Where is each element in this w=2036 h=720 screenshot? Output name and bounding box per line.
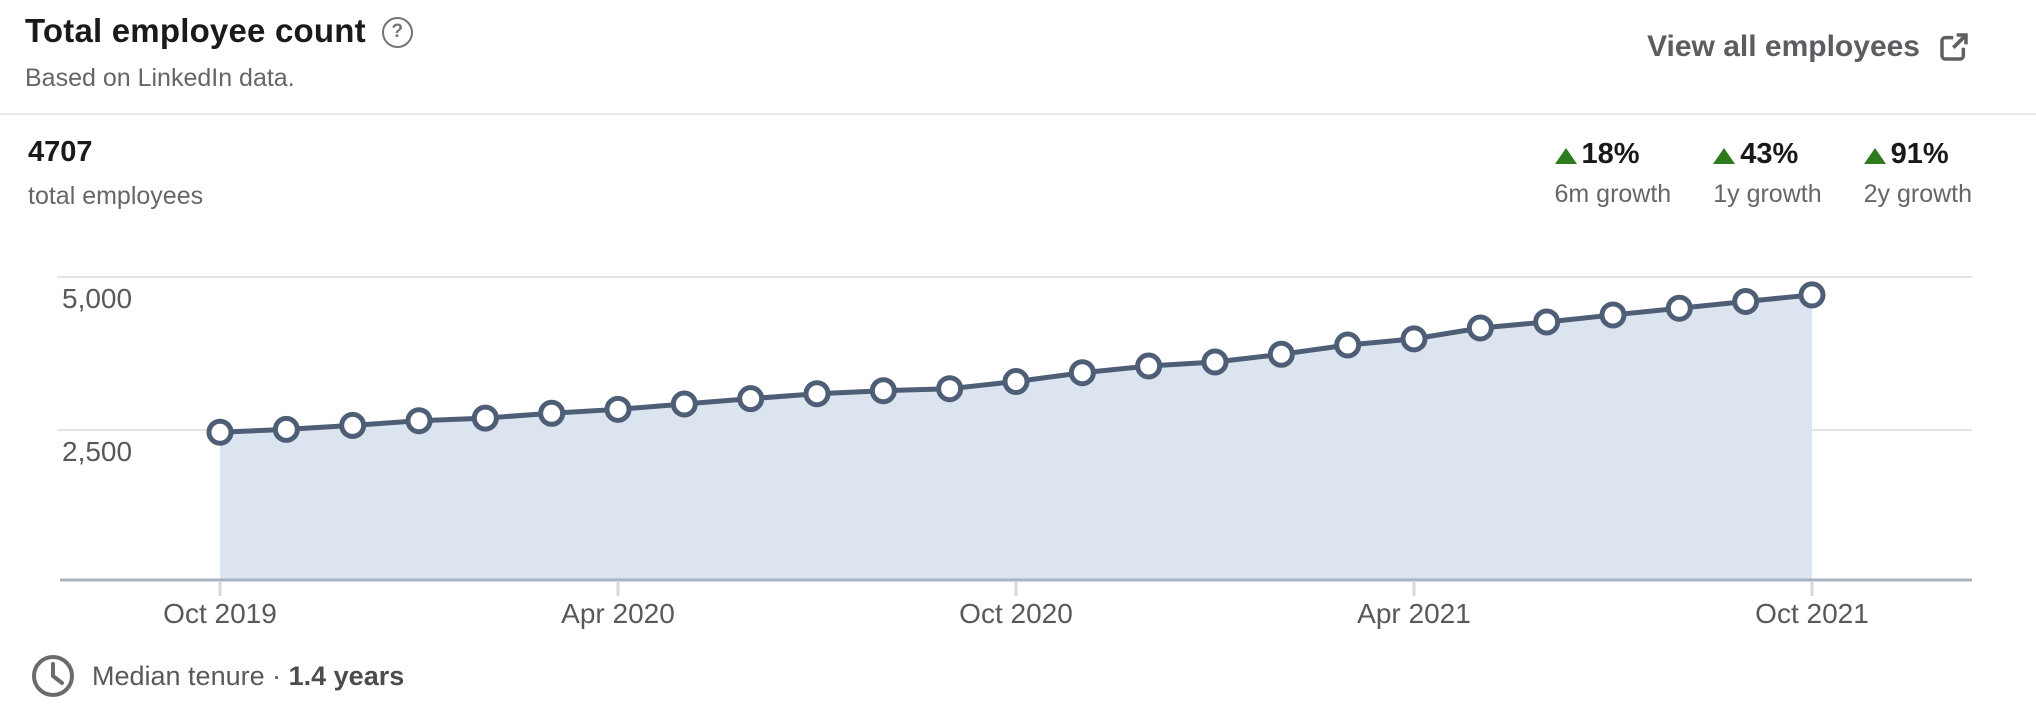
total-employee-value: 4707 xyxy=(28,136,93,168)
data-point-marker[interactable] xyxy=(1533,308,1561,336)
growth-pct: 43% xyxy=(1713,138,1798,171)
up-arrow-icon xyxy=(1713,147,1736,164)
help-icon[interactable]: ? xyxy=(381,16,413,48)
x-axis-label: Oct 2021 xyxy=(1755,598,1869,629)
data-point-marker[interactable] xyxy=(1135,352,1163,380)
growth-stat-1y: 43% 1y growth xyxy=(1713,138,1822,209)
x-axis-label: Apr 2021 xyxy=(1357,598,1471,629)
total-employee-label: total employees xyxy=(28,182,204,210)
data-point-marker[interactable] xyxy=(869,377,897,405)
page-title: Total employee count xyxy=(25,12,366,49)
growth-label: 1y growth xyxy=(1713,180,1822,208)
x-axis-label: Oct 2020 xyxy=(959,598,1073,629)
view-all-label: View all employees xyxy=(1647,30,1920,63)
data-point-marker[interactable] xyxy=(737,385,765,413)
data-point-marker[interactable] xyxy=(803,380,831,408)
data-point-marker[interactable] xyxy=(1400,325,1428,353)
data-point-marker[interactable] xyxy=(936,375,964,403)
data-point-marker[interactable] xyxy=(1267,340,1295,368)
data-point-marker[interactable] xyxy=(405,407,433,435)
external-link-icon xyxy=(1938,31,1970,63)
growth-label: 6m growth xyxy=(1554,180,1672,208)
header: Total employee count ? xyxy=(25,12,413,50)
data-point-marker[interactable] xyxy=(1201,348,1229,376)
data-point-marker[interactable] xyxy=(1068,359,1096,387)
data-point-marker[interactable] xyxy=(1002,368,1030,396)
median-tenure-text: Median tenure · 1.4 years xyxy=(92,661,404,692)
median-tenure-value: 1.4 years xyxy=(288,660,405,691)
y-axis-label: 2,500 xyxy=(62,436,133,467)
growth-stat-2y: 91% 2y growth xyxy=(1863,138,1972,209)
growth-pct: 91% xyxy=(1863,138,1949,171)
data-point-marker[interactable] xyxy=(1732,287,1760,315)
data-point-marker[interactable] xyxy=(1466,314,1494,342)
data-point-marker[interactable] xyxy=(1334,331,1362,359)
data-point-marker[interactable] xyxy=(1599,301,1627,329)
data-point-marker[interactable] xyxy=(1798,281,1826,309)
data-point-marker[interactable] xyxy=(1665,294,1693,322)
data-point-marker[interactable] xyxy=(471,404,499,432)
data-point-marker[interactable] xyxy=(206,418,234,446)
median-tenure: Median tenure · 1.4 years xyxy=(31,654,404,698)
subtitle: Based on LinkedIn data. xyxy=(25,64,295,92)
growth-label: 2y growth xyxy=(1863,180,1972,208)
up-arrow-icon xyxy=(1554,147,1577,164)
growth-pct: 18% xyxy=(1554,138,1640,171)
data-point-marker[interactable] xyxy=(272,415,300,443)
y-axis-label: 5,000 xyxy=(62,283,133,314)
view-all-employees-link[interactable]: View all employees xyxy=(1647,30,1970,64)
x-axis-label: Oct 2019 xyxy=(163,598,277,629)
clock-icon xyxy=(31,654,75,698)
growth-stats: 18% 6m growth 43% 1y growth 91% 2y growt… xyxy=(1554,138,1972,209)
data-point-marker[interactable] xyxy=(604,395,632,423)
growth-stat-6m: 18% 6m growth xyxy=(1554,138,1672,209)
x-axis-label: Apr 2020 xyxy=(561,598,675,629)
data-point-marker[interactable] xyxy=(670,390,698,418)
header-divider xyxy=(0,113,2036,115)
up-arrow-icon xyxy=(1863,147,1886,164)
data-point-marker[interactable] xyxy=(339,411,367,439)
median-tenure-label: Median tenure · xyxy=(92,660,282,691)
data-point-marker[interactable] xyxy=(538,399,566,427)
